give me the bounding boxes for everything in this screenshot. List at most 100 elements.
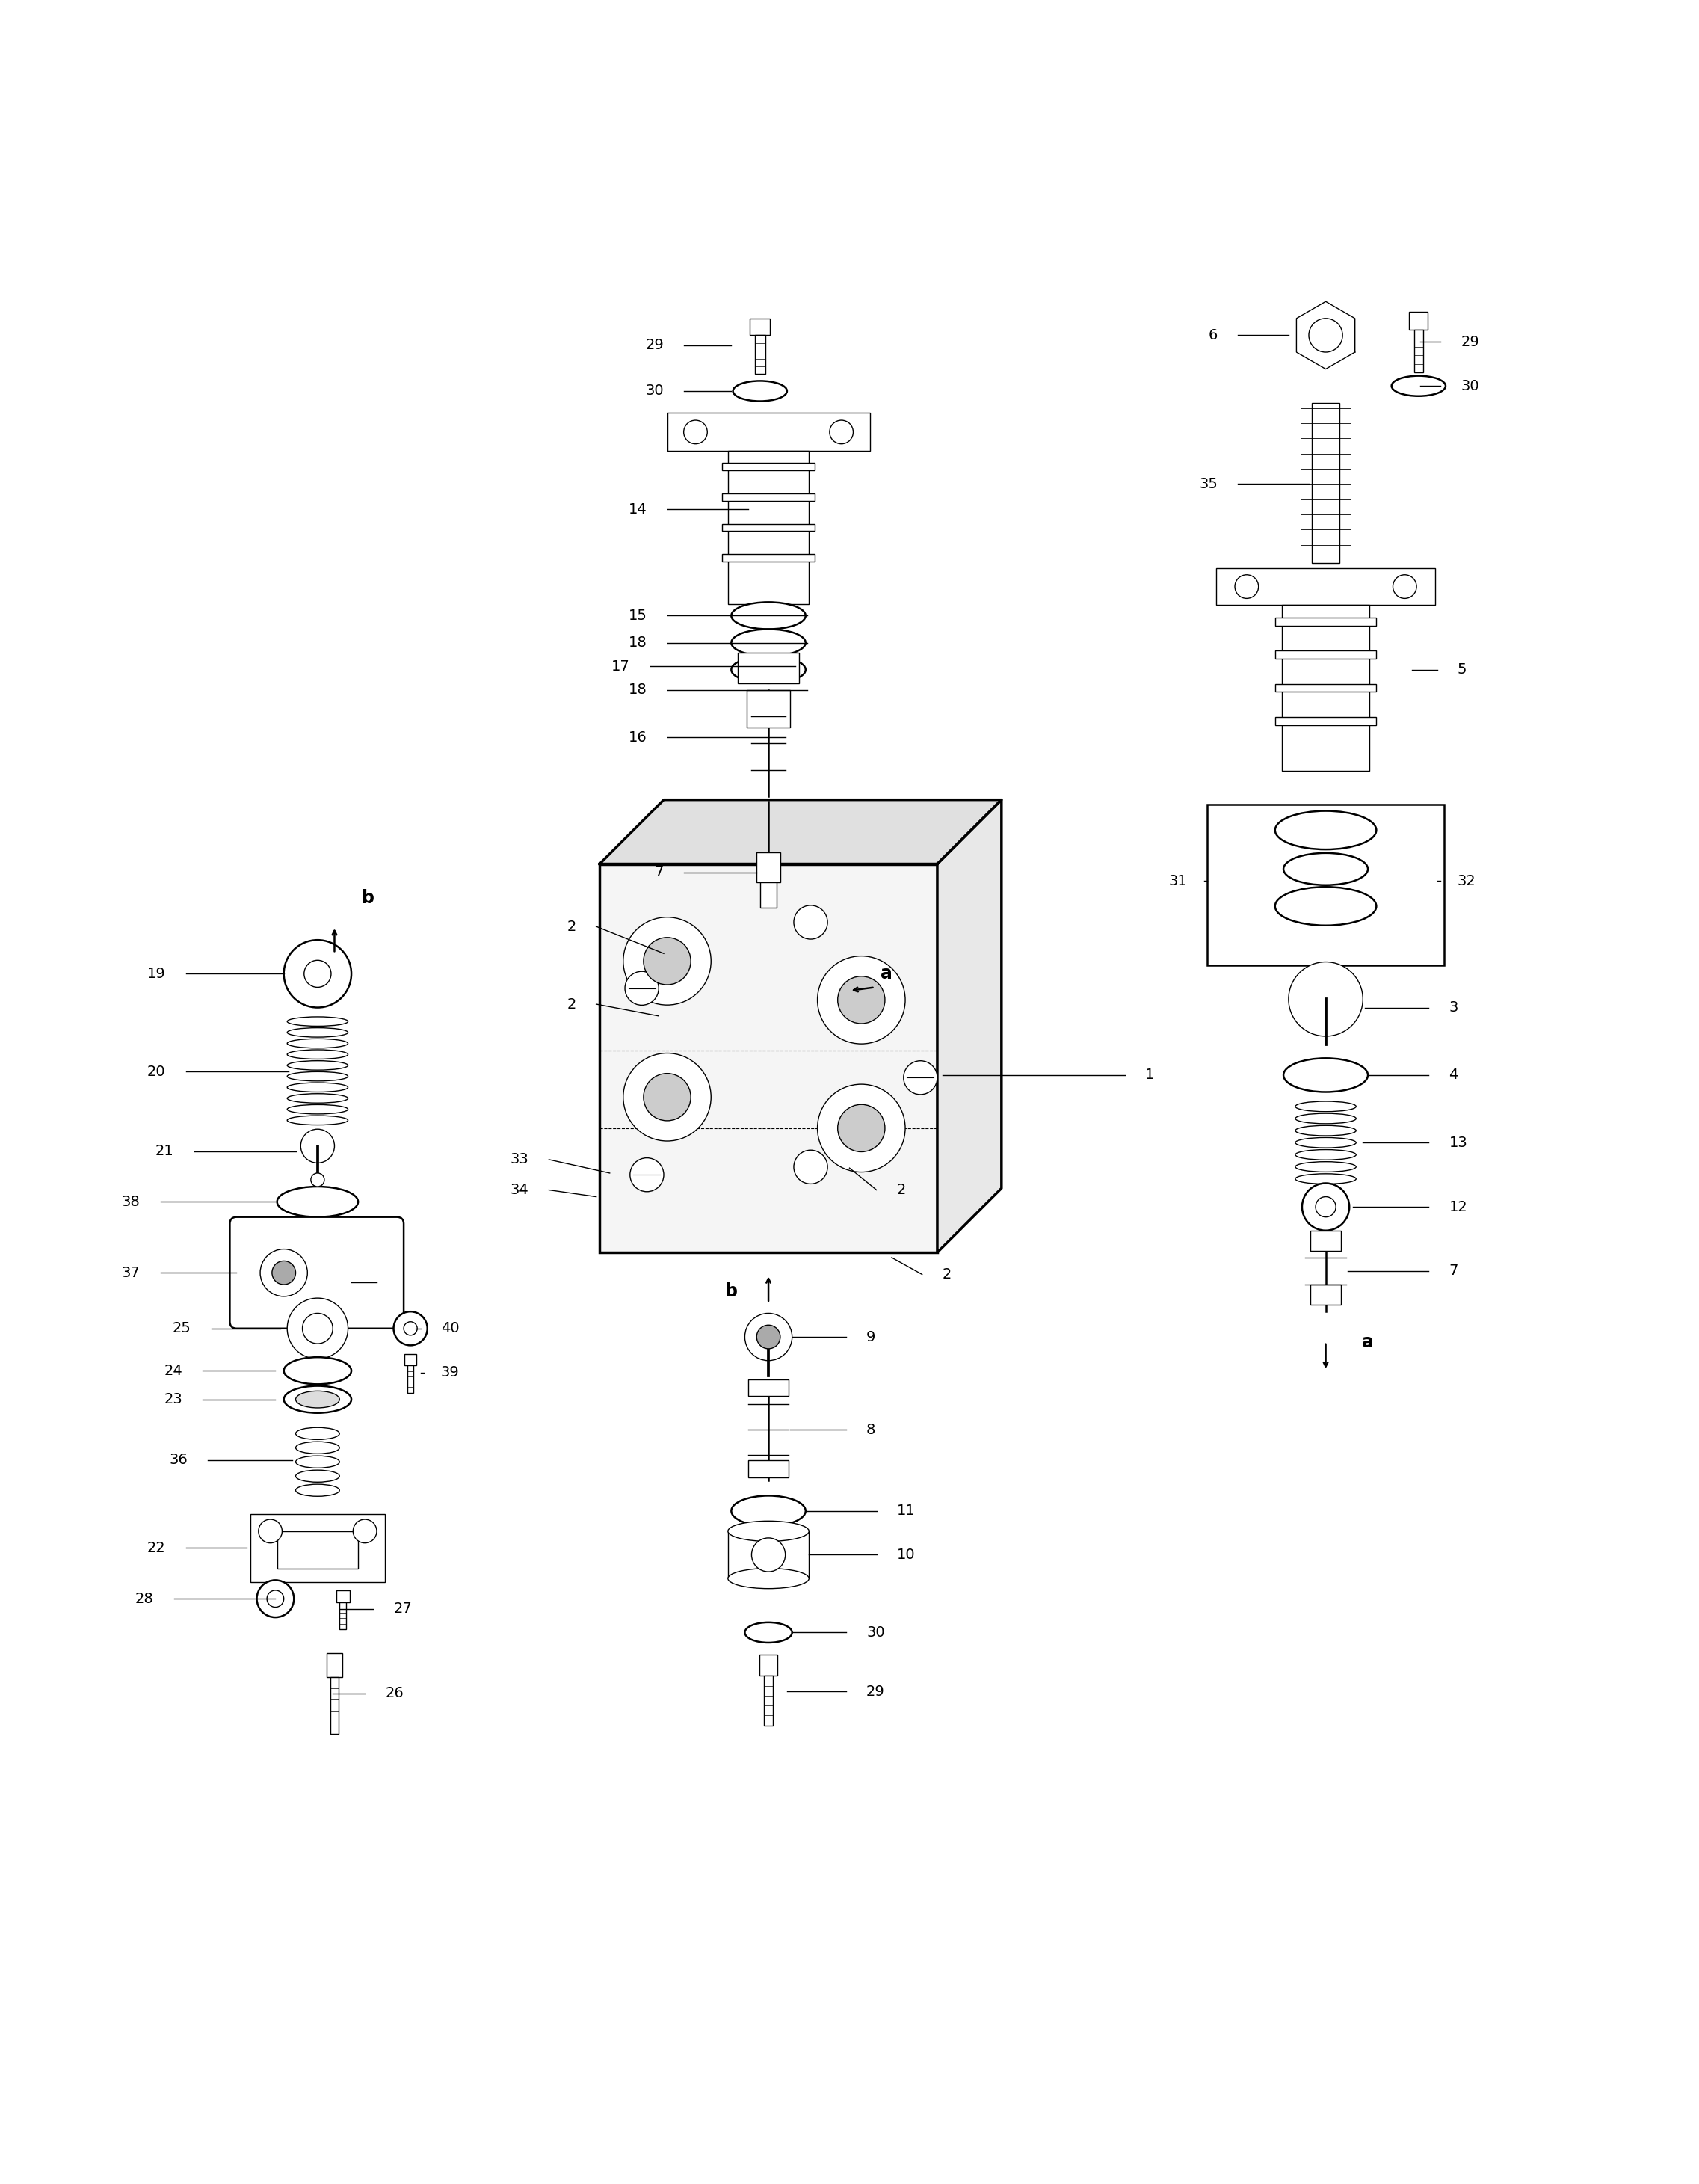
Circle shape — [756, 1326, 780, 1350]
Bar — [668, 413, 870, 452]
Text: 7: 7 — [654, 865, 664, 880]
Circle shape — [1235, 574, 1259, 598]
Circle shape — [287, 1297, 348, 1358]
Ellipse shape — [727, 1520, 809, 1542]
Text: 19: 19 — [148, 968, 165, 981]
Bar — [722, 555, 816, 561]
Bar — [277, 1531, 358, 1568]
Circle shape — [904, 1061, 938, 1094]
Bar — [1312, 402, 1339, 563]
Text: 7: 7 — [1449, 1265, 1458, 1278]
Circle shape — [630, 1158, 664, 1192]
FancyBboxPatch shape — [229, 1216, 404, 1328]
Ellipse shape — [296, 1391, 340, 1409]
Bar — [759, 882, 776, 909]
Text: 20: 20 — [148, 1064, 165, 1079]
Circle shape — [744, 1313, 792, 1361]
Text: a: a — [1363, 1332, 1374, 1352]
Polygon shape — [1296, 301, 1354, 369]
Bar — [340, 1601, 347, 1629]
Text: 13: 13 — [1449, 1136, 1468, 1149]
Text: 37: 37 — [122, 1267, 141, 1280]
Circle shape — [793, 1151, 827, 1184]
Text: 18: 18 — [629, 684, 647, 697]
Circle shape — [683, 419, 707, 443]
Text: 29: 29 — [646, 339, 664, 352]
Bar — [722, 494, 816, 500]
Text: 29: 29 — [1461, 334, 1480, 349]
Bar — [1408, 312, 1427, 330]
Bar — [250, 1514, 386, 1581]
Text: 2: 2 — [567, 919, 576, 933]
Text: 15: 15 — [629, 609, 647, 622]
Text: 8: 8 — [866, 1422, 875, 1437]
Text: 38: 38 — [122, 1195, 141, 1210]
Ellipse shape — [1391, 376, 1446, 395]
Text: 22: 22 — [148, 1542, 165, 1555]
Circle shape — [272, 1260, 296, 1284]
Circle shape — [817, 1083, 906, 1173]
Ellipse shape — [1274, 810, 1376, 850]
Text: 24: 24 — [165, 1363, 182, 1378]
Text: 16: 16 — [629, 729, 647, 745]
Bar — [749, 319, 770, 334]
Text: 1: 1 — [1145, 1068, 1154, 1083]
Text: 11: 11 — [897, 1505, 916, 1518]
Text: 36: 36 — [170, 1452, 187, 1468]
Circle shape — [1288, 961, 1363, 1035]
Bar — [754, 334, 765, 373]
Text: 5: 5 — [1458, 662, 1466, 677]
Bar — [748, 1378, 788, 1396]
Text: 2: 2 — [897, 1184, 906, 1197]
Circle shape — [1301, 1184, 1349, 1230]
Circle shape — [624, 1053, 712, 1140]
Ellipse shape — [284, 1387, 352, 1413]
Bar — [1276, 716, 1376, 725]
Circle shape — [284, 939, 352, 1007]
Bar — [727, 1531, 809, 1579]
Text: 21: 21 — [156, 1144, 173, 1158]
Text: 25: 25 — [172, 1321, 190, 1337]
Polygon shape — [938, 799, 1001, 1251]
Circle shape — [624, 917, 712, 1005]
Ellipse shape — [1283, 1059, 1368, 1092]
Ellipse shape — [277, 1186, 358, 1216]
Text: 10: 10 — [897, 1548, 916, 1562]
Bar — [759, 1655, 778, 1675]
Text: 33: 33 — [510, 1153, 528, 1166]
Bar — [748, 1461, 788, 1476]
Circle shape — [793, 906, 827, 939]
Circle shape — [304, 961, 331, 987]
Text: 27: 27 — [394, 1601, 413, 1616]
Ellipse shape — [731, 655, 805, 684]
Bar — [331, 1677, 338, 1734]
Ellipse shape — [1283, 854, 1368, 885]
Text: 31: 31 — [1169, 874, 1188, 889]
Circle shape — [1308, 319, 1342, 352]
Bar — [765, 1675, 773, 1725]
Circle shape — [353, 1520, 377, 1542]
Circle shape — [644, 937, 691, 985]
Ellipse shape — [731, 1496, 805, 1527]
Circle shape — [311, 1173, 325, 1186]
Text: 39: 39 — [440, 1365, 459, 1380]
Circle shape — [838, 976, 885, 1024]
Ellipse shape — [284, 1356, 352, 1385]
Circle shape — [260, 1249, 308, 1297]
Ellipse shape — [1274, 887, 1376, 926]
Text: 29: 29 — [866, 1684, 885, 1699]
Text: 4: 4 — [1449, 1068, 1458, 1083]
Bar — [1414, 330, 1424, 373]
Polygon shape — [600, 799, 1001, 865]
Text: 40: 40 — [440, 1321, 459, 1337]
Bar — [722, 524, 816, 531]
Ellipse shape — [731, 629, 805, 655]
Circle shape — [644, 1072, 691, 1120]
Text: 30: 30 — [866, 1625, 885, 1640]
Circle shape — [302, 1313, 333, 1343]
Text: 2: 2 — [943, 1267, 951, 1282]
Circle shape — [1315, 1197, 1335, 1216]
Bar — [756, 852, 780, 882]
Text: 23: 23 — [165, 1393, 182, 1406]
Text: 26: 26 — [386, 1686, 404, 1701]
